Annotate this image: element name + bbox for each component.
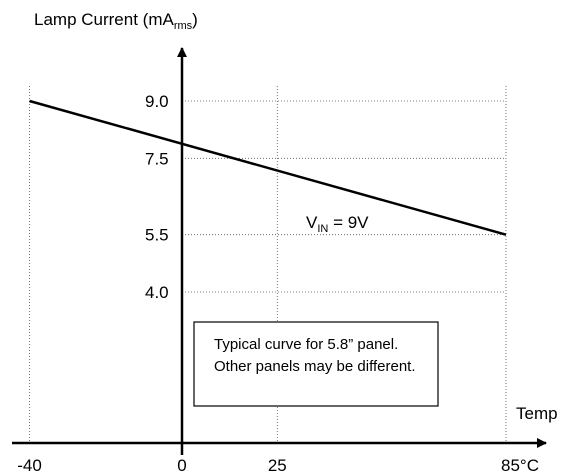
x-tick-label: 25 [268, 456, 287, 475]
note-line-2: Other panels may be different. [214, 358, 416, 375]
note-box: Typical curve for 5.8” panel. Other pane… [193, 321, 439, 407]
series-line [29, 99, 507, 236]
y-axis-label: Lamp Current (mArms) [34, 10, 198, 32]
note-line-1: Typical curve for 5.8” panel. [214, 336, 398, 353]
x-tick-label: 85°C [501, 456, 539, 475]
x-tick-label: 0 [177, 456, 186, 475]
series-group [29, 99, 507, 236]
y-tick-label: 5.5 [145, 226, 169, 245]
y-tick-labels: 9.0 7.5 5.5 4.0 [145, 92, 169, 302]
series-label: VIN = 9V [306, 213, 369, 235]
y-tick-label: 7.5 [145, 149, 169, 168]
y-tick-label: 9.0 [145, 92, 169, 111]
note-box-border [193, 321, 439, 407]
x-tick-label: -40 [17, 456, 42, 475]
x-axis-label: Temp [516, 404, 558, 423]
y-tick-label: 4.0 [145, 283, 169, 302]
x-tick-labels: -40 0 25 85°C [17, 456, 539, 475]
